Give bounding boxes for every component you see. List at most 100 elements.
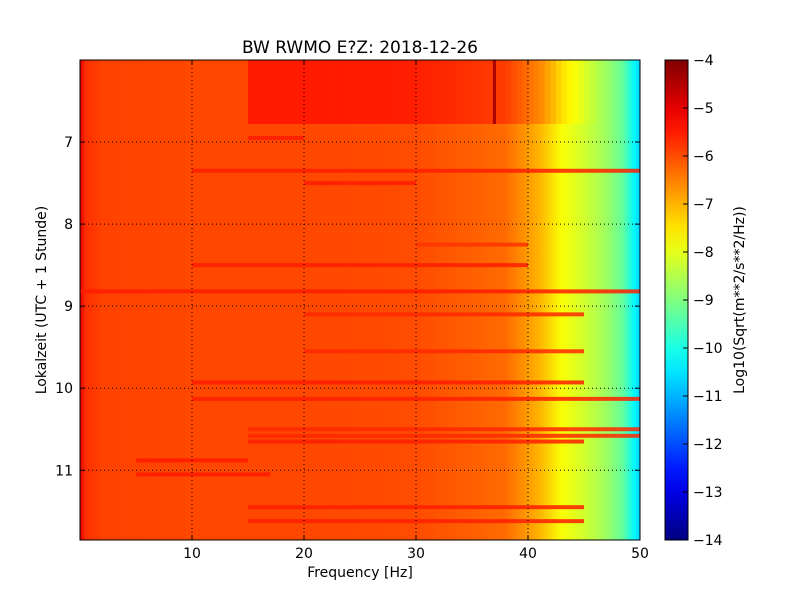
x-tick-label: 50	[631, 546, 649, 562]
elevated-block-cell	[393, 60, 400, 124]
colorbar-tick-label: −7	[693, 197, 714, 213]
noise-band	[248, 519, 584, 524]
spectrogram-heatmap	[80, 60, 640, 540]
elevated-block-cell	[500, 60, 507, 124]
colorbar-tick-label: −5	[693, 101, 714, 117]
spectral-line	[492, 60, 496, 124]
noise-band	[248, 135, 304, 140]
noise-band	[136, 472, 271, 477]
noise-band	[248, 439, 584, 444]
chart-title: BW RWMO E?Z: 2018-12-26	[242, 38, 478, 58]
colorbar-tick-label: −11	[693, 389, 723, 405]
elevated-block-cell	[449, 60, 456, 124]
colorbar-tick-label: −8	[693, 245, 714, 261]
plot-frame	[79, 59, 641, 541]
spectrogram-base	[80, 60, 640, 540]
elevated-block-cell	[516, 60, 523, 124]
colorbar-tick-label: −4	[693, 53, 714, 69]
elevated-block-cell	[298, 60, 305, 124]
y-axis-label: Lokalzeit (UTC + 1 Stunde)	[34, 206, 50, 395]
elevated-block-cell	[533, 60, 540, 124]
elevated-block-cell	[304, 60, 311, 124]
elevated-block-cell	[522, 60, 529, 124]
elevated-block-cell	[432, 60, 439, 124]
noise-band	[304, 181, 416, 186]
elevated-block-cell	[572, 60, 579, 124]
elevated-block-cell	[309, 60, 316, 124]
elevated-block-cell	[505, 60, 512, 124]
elevated-block-cell	[466, 60, 473, 124]
elevated-block-cell	[410, 60, 417, 124]
noise-band	[248, 433, 640, 438]
elevated-block-cell	[404, 60, 411, 124]
elevated-block-cell	[365, 60, 372, 124]
elevated-block-cell	[477, 60, 484, 124]
y-tick-label: 7	[64, 135, 73, 151]
elevated-block-cell	[376, 60, 383, 124]
elevated-block-cell	[494, 60, 501, 124]
elevated-block-cell	[511, 60, 518, 124]
elevated-block-cell	[421, 60, 428, 124]
noise-band	[248, 505, 584, 510]
elevated-block-cell	[488, 60, 495, 124]
y-axis-ticks: 7 8 9 10 11	[55, 135, 640, 479]
elevated-block-cell	[388, 60, 395, 124]
elevated-block-cell	[348, 60, 355, 124]
elevated-block-cell	[550, 60, 557, 124]
elevated-block-cell	[326, 60, 333, 124]
elevated-block-cell	[399, 60, 406, 124]
noise-band	[80, 289, 640, 294]
colorbar-tick-label: −14	[693, 533, 723, 549]
elevated-block-cell	[438, 60, 445, 124]
noise-band	[416, 242, 528, 247]
x-axis-ticks: 10 20 30 40 50	[183, 60, 649, 562]
elevated-block-cell	[539, 60, 546, 124]
elevated-block-cell	[354, 60, 361, 124]
elevated-block-cell	[561, 60, 568, 124]
elevated-block-cell	[292, 60, 299, 124]
noise-band	[304, 349, 584, 354]
elevated-block-cell	[287, 60, 294, 124]
elevated-block-cell	[584, 60, 591, 124]
colorbar-tick-label: −10	[693, 341, 723, 357]
elevated-block-cell	[248, 60, 255, 124]
elevated-block-cell	[332, 60, 339, 124]
elevated-block-cell	[371, 60, 378, 124]
colorbar-ticks: −4 −5 −6 −7 −8 −9 −10 −11 −12 −13 −14	[683, 53, 723, 549]
x-tick-label: 30	[407, 546, 425, 562]
elevated-block-cell	[276, 60, 283, 124]
elevated-block-cell	[337, 60, 344, 124]
elevated-block-cell	[270, 60, 277, 124]
colorbar-tick-label: −13	[693, 485, 723, 501]
elevated-block-cell	[427, 60, 434, 124]
elevated-block-cell	[416, 60, 423, 124]
elevated-block-cell	[281, 60, 288, 124]
elevated-block-cell	[444, 60, 451, 124]
colorbar-label: Log10(Sqrt(m**2/s**2/Hz))	[732, 206, 748, 394]
elevated-block-cell	[315, 60, 322, 124]
elevated-block-cell	[320, 60, 327, 124]
elevated-block-cell	[567, 60, 574, 124]
y-tick-label: 11	[55, 463, 73, 479]
elevated-block-cell	[343, 60, 350, 124]
noise-band	[192, 263, 528, 268]
elevated-block-cell	[483, 60, 490, 124]
elevated-block-cell	[455, 60, 462, 124]
noise-band	[192, 168, 640, 173]
elevated-block-cell	[556, 60, 563, 124]
colorbar-tick-label: −6	[693, 149, 714, 165]
elevated-block-cell	[589, 60, 596, 124]
noise-band	[304, 312, 584, 317]
x-axis-label: Frequency [Hz]	[307, 565, 413, 581]
elevated-block-cell	[360, 60, 367, 124]
elevated-block-cell	[382, 60, 389, 124]
y-tick-label: 9	[64, 299, 73, 315]
x-tick-label: 10	[183, 546, 201, 562]
elevated-block-cell	[578, 60, 585, 124]
x-tick-label: 40	[519, 546, 537, 562]
noise-band	[192, 396, 640, 401]
elevated-block-cell	[472, 60, 479, 124]
x-tick-label: 20	[295, 546, 313, 562]
y-tick-label: 10	[55, 381, 73, 397]
